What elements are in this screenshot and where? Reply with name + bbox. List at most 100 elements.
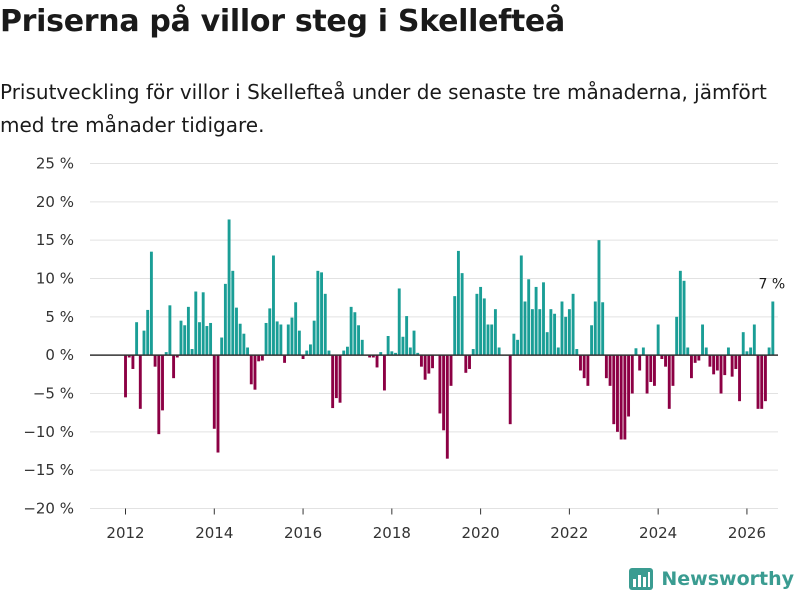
bar	[412, 330, 416, 356]
bar	[338, 355, 342, 403]
bar-chart-logo-icon	[629, 568, 654, 590]
bar	[704, 347, 708, 356]
x-tick-label: 2018	[373, 524, 411, 542]
bar	[575, 349, 579, 356]
x-tick-label: 2014	[195, 524, 233, 542]
bar	[671, 355, 675, 386]
bar	[423, 355, 427, 380]
bar	[227, 219, 231, 356]
bar	[571, 293, 575, 356]
y-tick-label: 0 %	[45, 346, 74, 364]
bar	[127, 355, 131, 358]
bar	[198, 322, 201, 356]
bar	[667, 355, 671, 409]
bar	[183, 325, 187, 356]
bar	[209, 322, 213, 356]
bar	[508, 355, 512, 425]
bar	[612, 355, 616, 425]
bar	[375, 355, 379, 368]
bar	[390, 351, 394, 356]
y-tick-label: 10 %	[36, 270, 74, 288]
bar	[286, 324, 290, 356]
bar	[760, 355, 764, 409]
bar	[538, 309, 542, 356]
bar	[616, 355, 619, 432]
x-tick-label: 2022	[550, 524, 588, 542]
bar	[212, 355, 216, 429]
bar	[264, 322, 268, 356]
bar	[349, 306, 353, 356]
bar	[682, 280, 686, 356]
bar	[545, 332, 549, 356]
bar	[260, 355, 264, 361]
bar	[556, 347, 560, 356]
bar	[486, 324, 490, 356]
bar	[590, 325, 594, 356]
bar	[697, 355, 701, 361]
x-tick-label: 2026	[728, 524, 766, 542]
chart-subtitle: Prisutveckling för villor i Skellefteå u…	[0, 80, 767, 137]
bar	[767, 347, 771, 356]
bar	[656, 324, 660, 356]
bar	[638, 355, 642, 371]
bar	[490, 324, 494, 356]
newsworthy-logo: Newsworthy	[629, 564, 794, 594]
x-axis-labels: 2012 2014 2016 2018 2020 2022 2024 2026	[106, 508, 766, 542]
bar	[175, 355, 179, 358]
bar	[283, 355, 287, 363]
bar	[205, 326, 209, 356]
bar	[579, 355, 582, 371]
bar	[275, 321, 279, 356]
bar	[368, 355, 372, 358]
x-tick-label: 2020	[462, 524, 500, 542]
bar	[479, 286, 483, 356]
bar	[357, 325, 360, 356]
bar	[442, 355, 446, 431]
bar	[223, 283, 227, 356]
x-tick-label: 2012	[106, 524, 144, 542]
bar	[301, 355, 305, 359]
bar	[763, 355, 767, 402]
bar	[419, 355, 423, 367]
bar	[653, 355, 656, 386]
bar	[516, 339, 520, 356]
bar	[323, 293, 327, 356]
bar	[560, 301, 564, 356]
y-tick-label: 25 %	[36, 155, 74, 173]
bar	[564, 316, 568, 356]
bar	[253, 355, 257, 390]
bar	[438, 355, 442, 414]
bar	[135, 322, 139, 356]
bar	[630, 355, 634, 394]
bar	[482, 298, 486, 356]
bar	[401, 336, 405, 356]
bar	[608, 355, 612, 386]
bar	[360, 339, 364, 356]
bar	[294, 302, 298, 356]
bar	[309, 344, 312, 356]
bar	[138, 355, 142, 409]
bar	[715, 355, 719, 371]
bar	[453, 296, 457, 356]
bar	[257, 355, 261, 362]
bar	[279, 324, 283, 356]
bar	[242, 333, 246, 356]
bar	[449, 355, 453, 386]
bar	[272, 255, 275, 356]
y-tick-label: −5 %	[33, 385, 74, 403]
bar	[405, 316, 409, 356]
bar	[752, 324, 756, 356]
bar	[593, 301, 597, 356]
bar	[738, 355, 741, 402]
bars-layer	[124, 219, 775, 459]
bar	[471, 349, 475, 356]
bar	[172, 355, 176, 379]
bar	[734, 355, 738, 369]
bar	[686, 347, 690, 356]
bar	[523, 301, 527, 356]
y-tick-label: 20 %	[36, 193, 74, 211]
last-value-label: 7 %	[758, 277, 785, 293]
bar	[305, 350, 309, 356]
bar	[297, 330, 301, 356]
y-tick-label: −20 %	[23, 500, 74, 518]
